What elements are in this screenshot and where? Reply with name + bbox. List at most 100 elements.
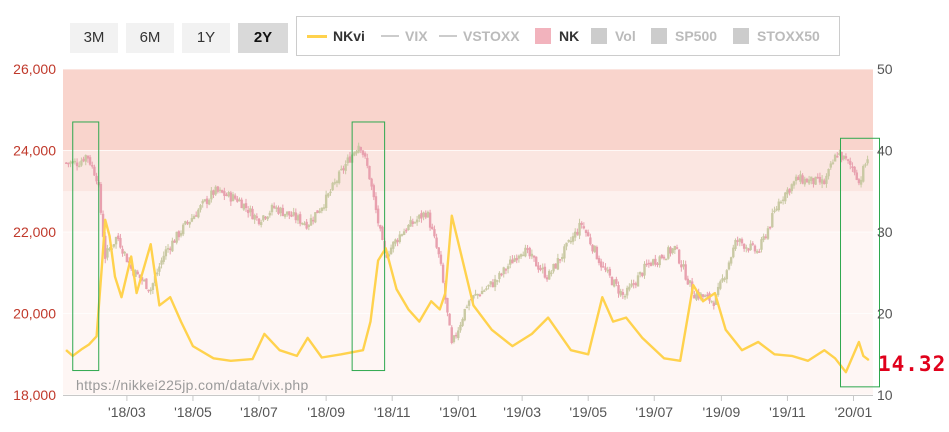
nk-candle-body bbox=[238, 199, 241, 202]
range-button-1y[interactable]: 1Y bbox=[182, 23, 230, 53]
nk-candle-body bbox=[792, 181, 796, 186]
nkvi-point bbox=[663, 357, 665, 359]
nk-candle-body bbox=[535, 256, 538, 267]
nk-candle-body bbox=[751, 243, 754, 245]
nk-candle-body bbox=[838, 152, 841, 156]
nk-candle-body bbox=[836, 155, 839, 158]
nkvi-point bbox=[757, 341, 759, 343]
nk-candle-body bbox=[363, 153, 367, 157]
nkvi-point bbox=[807, 360, 809, 362]
range-button-6m[interactable]: 6M bbox=[126, 23, 174, 53]
nkvi-point bbox=[444, 292, 446, 294]
nk-candle-body bbox=[866, 159, 869, 164]
nk-candle-body bbox=[303, 223, 306, 226]
nk-candle-body bbox=[114, 237, 118, 245]
x-axis-tick-label: '19/09 bbox=[703, 404, 741, 420]
nk-candle-body bbox=[463, 308, 466, 321]
nk-candle-body bbox=[108, 248, 111, 250]
nk-candle-body bbox=[249, 208, 252, 213]
nk-candle-body bbox=[405, 229, 408, 232]
nkvi-point bbox=[641, 337, 643, 339]
nk-candle-body bbox=[357, 145, 360, 153]
legend-item-nkvi[interactable]: NKvi bbox=[307, 17, 377, 55]
nk-candle-body bbox=[571, 236, 575, 242]
range-button-3m[interactable]: 3M bbox=[70, 23, 118, 53]
nk-candle-body bbox=[75, 162, 79, 167]
nk-candle-body bbox=[487, 284, 490, 287]
nk-candle-body bbox=[355, 151, 358, 154]
nk-candle-body bbox=[244, 203, 248, 209]
nkvi-point bbox=[612, 321, 614, 323]
nkvi-point bbox=[395, 288, 398, 290]
nkvi-point bbox=[65, 349, 67, 351]
nk-candle-body bbox=[862, 166, 865, 182]
legend-item-nk[interactable]: NK bbox=[535, 17, 585, 55]
nk-candle-body bbox=[233, 195, 237, 199]
nk-candle-body bbox=[823, 180, 826, 185]
nk-candle-body bbox=[246, 209, 250, 214]
nkvi-point bbox=[212, 357, 215, 359]
nk-candle-body bbox=[576, 232, 579, 235]
nk-candle-body bbox=[95, 175, 98, 182]
nk-candle-body bbox=[182, 224, 185, 235]
nk-candle-body bbox=[775, 208, 778, 211]
nk-candle-body bbox=[65, 162, 68, 165]
nk-candle-body bbox=[220, 190, 224, 193]
nkvi-point bbox=[461, 259, 464, 262]
nk-candle-body bbox=[831, 162, 835, 164]
nk-candle-body bbox=[621, 292, 625, 295]
nk-candle-body bbox=[296, 215, 300, 221]
nk-candle-body bbox=[147, 289, 150, 292]
nk-candle-body bbox=[814, 176, 817, 185]
nk-candle-body bbox=[667, 247, 670, 259]
nk-candle-body bbox=[649, 262, 653, 266]
nk-candle-body bbox=[207, 199, 211, 205]
legend-item-vix[interactable]: VIX bbox=[381, 17, 433, 55]
legend-item-sp500[interactable]: SP500 bbox=[651, 17, 729, 55]
legend-item-vstoxx[interactable]: VSTOXX bbox=[439, 17, 527, 55]
nk-candle-body bbox=[476, 293, 479, 296]
nk-candle-body bbox=[643, 263, 646, 276]
nk-candle-body bbox=[859, 179, 863, 185]
nk-candle-body bbox=[435, 237, 438, 248]
right-axis-tick-label: 20 bbox=[877, 306, 893, 322]
nk-candle-body bbox=[216, 186, 220, 192]
nk-candle-body bbox=[846, 159, 850, 161]
nk-candle-body bbox=[145, 278, 148, 290]
nk-candle-body bbox=[130, 264, 133, 269]
nkvi-point bbox=[385, 247, 387, 249]
nk-candle-body bbox=[67, 162, 70, 165]
nk-candle-body bbox=[820, 179, 824, 184]
nk-candle-body bbox=[853, 166, 856, 173]
nk-candle-body bbox=[558, 259, 562, 261]
nk-candle-body bbox=[784, 192, 787, 202]
nk-candle-body bbox=[480, 290, 484, 295]
nkvi-point bbox=[834, 357, 836, 359]
nkvi-point bbox=[369, 321, 372, 323]
source-url-watermark: https://nikkei225jp.com/data/vix.php bbox=[76, 377, 309, 393]
nk-candle-body bbox=[634, 283, 638, 286]
legend-item-stoxx50[interactable]: STOXX50 bbox=[733, 17, 833, 55]
nk-candle-body bbox=[158, 266, 161, 272]
nkvi-point bbox=[263, 333, 266, 335]
nk-candle-body bbox=[214, 186, 217, 195]
nk-candle-body bbox=[827, 168, 830, 177]
left-y-axis: 18,000 20,000 22,000 24,000 26,000 bbox=[13, 61, 56, 403]
legend-label: NK bbox=[559, 28, 580, 44]
nk-candle-body bbox=[329, 191, 332, 194]
nkvi-point bbox=[868, 359, 870, 361]
range-button-2y[interactable]: 2Y bbox=[238, 23, 288, 53]
nkvi-point bbox=[130, 255, 132, 258]
legend-line-icon bbox=[307, 35, 327, 38]
nk-candle-body bbox=[140, 277, 144, 281]
nk-candle-body bbox=[255, 216, 259, 218]
nk-candle-body bbox=[864, 164, 867, 166]
legend-label: STOXX50 bbox=[757, 28, 820, 44]
legend-item-vol[interactable]: Vol bbox=[591, 17, 645, 55]
nkvi-point bbox=[278, 349, 281, 351]
nkvi-point bbox=[531, 333, 533, 335]
nk-candle-body bbox=[833, 154, 837, 162]
right-axis-tick-label: 40 bbox=[877, 143, 893, 159]
nkvi-point bbox=[108, 235, 111, 237]
nkvi-line-series bbox=[65, 214, 870, 374]
